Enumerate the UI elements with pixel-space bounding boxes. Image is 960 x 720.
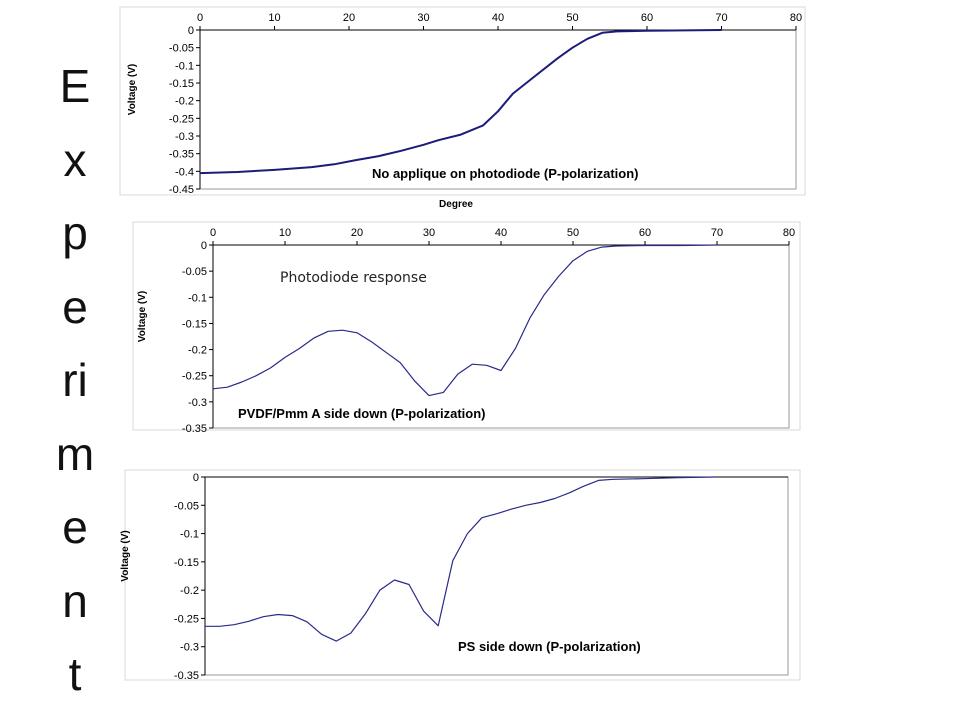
y-tick-label: -0.35 [174,670,199,682]
x-tick-label: 20 [343,12,355,24]
chart-frame [119,6,806,196]
x-tick-label: 70 [711,227,723,239]
x-tick-label: 0 [197,12,203,24]
y-tick-label: -0.1 [180,529,199,541]
x-tick-label: 30 [423,227,435,239]
y-tick-label: -0.1 [175,60,194,72]
y-tick-label: -0.05 [169,43,194,55]
y-tick-label: -0.35 [169,149,194,161]
x-tick-label: 0 [210,227,216,239]
y-tick-label: -0.05 [174,500,199,512]
title-line: n [62,574,88,627]
chart-frame [124,469,801,681]
x-tick-label: 60 [639,227,651,239]
y-tick-label: -0.25 [174,613,199,625]
title-line: m [55,427,95,480]
y-tick-label: -0.25 [182,371,207,383]
y-tick-label: -0.15 [169,78,194,90]
y-tick-label: 0 [201,240,207,252]
title-line: p [62,207,88,259]
y-tick-label: -0.15 [174,557,199,569]
title-line: ri [62,354,88,406]
vertical-slide-title: E x p e ri m e n t [40,50,110,712]
x-tick-label: 80 [790,12,802,24]
x-tick-label: 80 [783,227,795,239]
y-tick-label: -0.4 [175,166,194,178]
series-line [212,244,718,397]
y-tick-label: -0.3 [180,642,199,654]
y-tick-label: -0.15 [182,318,207,330]
x-axis-label: Degree [439,199,473,210]
series-line [199,29,722,175]
title-line: t [68,648,82,700]
y-tick-label: -0.05 [182,266,207,278]
y-tick-label: -0.1 [188,292,207,304]
y-axis-label: Voltage (V) [137,291,148,342]
chart-annotation: No applique on photodiode (P-polarizatio… [372,166,638,181]
y-tick-label: -0.3 [188,397,207,409]
title-line: x [63,133,87,186]
y-tick-label: -0.45 [169,184,194,196]
x-tick-label: 20 [351,227,363,239]
x-tick-label: 40 [492,12,504,24]
x-tick-label: 40 [495,227,507,239]
x-tick-label: 60 [641,12,653,24]
y-tick-label: -0.25 [169,113,194,125]
title-line: e [62,280,88,333]
x-tick-label: 10 [268,12,280,24]
chart-annotation: PVDF/Pmm A side down (P-polarization) [238,406,486,421]
y-tick-label: -0.2 [188,345,207,357]
x-tick-label: 70 [715,12,727,24]
title-line: E [59,60,91,112]
x-tick-label: 50 [567,227,579,239]
y-tick-label: 0 [188,25,194,37]
x-tick-label: 50 [566,12,578,24]
y-tick-label: -0.35 [182,423,207,435]
y-axis-label: Voltage (V) [120,530,131,581]
y-tick-label: -0.3 [175,131,194,143]
y-axis-label: Voltage (V) [127,64,138,115]
chart-frame [132,221,801,431]
series-line [205,476,716,642]
x-tick-label: 10 [279,227,291,239]
y-tick-label: -0.2 [175,96,194,108]
chart-annotation: PS side down (P-polarization) [458,639,641,654]
title-line: e [62,501,88,553]
x-tick-label: 30 [417,12,429,24]
chart-note: Photodiode response [280,270,427,286]
y-tick-label: 0 [193,472,199,484]
y-tick-label: -0.2 [180,585,199,597]
